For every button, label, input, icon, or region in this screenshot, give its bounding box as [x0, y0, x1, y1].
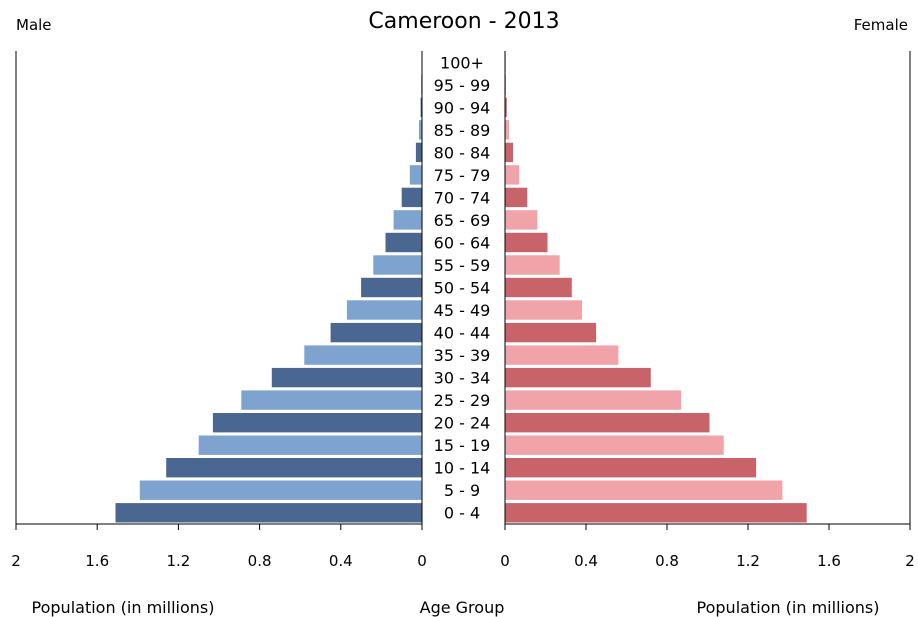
age-group-label: 85 - 89 [434, 121, 491, 140]
age-group-label: 75 - 79 [434, 166, 491, 185]
male-bar-50-54 [361, 277, 422, 298]
male-x-axis: 0 0.4 0.8 1.2 1.6 2 [11, 524, 427, 570]
female-bar-25-29 [505, 390, 682, 410]
female-x-tick-label: 1.2 [736, 552, 760, 570]
female-x-tick-label: 2 [905, 552, 915, 570]
female-x-axis-title: Population (in millions) [697, 598, 880, 617]
male-bar-70-74 [401, 187, 422, 208]
male-x-tick-label: 0.4 [329, 552, 353, 570]
male-bar-25-29 [241, 390, 422, 410]
age-group-label: 35 - 39 [434, 346, 491, 365]
age-group-label: 80 - 84 [434, 143, 491, 162]
age-group-label: 20 - 24 [434, 414, 491, 433]
female-bar-75-79 [505, 165, 520, 185]
male-x-tick-label: 0.8 [248, 552, 272, 570]
female-label: Female [854, 16, 908, 34]
age-group-label: 40 - 44 [434, 324, 491, 343]
age-group-labels: 0 - 4 5 - 9 10 - 14 15 - 19 20 - 24 25 - 29 30… [434, 53, 491, 522]
female-bar-40-44 [505, 322, 597, 343]
age-group-label: 90 - 94 [434, 98, 491, 117]
male-bar-5-9 [139, 480, 423, 500]
age-group-label: 60 - 64 [434, 234, 491, 253]
female-bar-15-19 [505, 435, 724, 455]
female-x-tick-label: 0 [500, 552, 510, 570]
age-group-label: 30 - 34 [434, 369, 491, 388]
age-group-label: 25 - 29 [434, 391, 491, 410]
age-group-label: 95 - 99 [434, 76, 491, 95]
male-x-axis-title: Population (in millions) [32, 598, 215, 617]
age-group-label: 45 - 49 [434, 301, 491, 320]
male-x-tick-label: 0 [417, 552, 427, 570]
female-panel-frame [504, 51, 911, 525]
male-x-tick-label: 2 [11, 552, 21, 570]
female-bar-80-84 [505, 142, 514, 163]
female-bar-0-4 [505, 503, 807, 523]
age-group-label: 100+ [440, 53, 484, 72]
age-group-label: 55 - 59 [434, 256, 491, 275]
male-bar-15-19 [198, 435, 422, 455]
male-bar-75-79 [409, 165, 422, 185]
male-bars-group [15, 51, 423, 525]
male-bar-60-64 [385, 232, 422, 253]
age-group-axis-title: Age Group [420, 598, 505, 617]
age-group-label: 10 - 14 [434, 459, 491, 478]
male-bar-85-89 [419, 120, 422, 140]
age-group-label: 5 - 9 [444, 481, 480, 500]
female-bar-55-59 [505, 255, 560, 275]
female-x-tick-label: 1.6 [817, 552, 841, 570]
age-group-label: 70 - 74 [434, 188, 491, 207]
male-bar-80-84 [415, 142, 422, 163]
female-bar-85-89 [505, 120, 509, 140]
male-bar-45-49 [346, 300, 422, 320]
age-group-label: 65 - 69 [434, 211, 491, 230]
male-bar-40-44 [330, 322, 422, 343]
female-x-tick-label: 0.4 [574, 552, 598, 570]
female-bar-10-14 [505, 458, 757, 478]
male-bar-10-14 [166, 458, 422, 478]
female-bar-45-49 [505, 300, 582, 320]
male-bar-55-59 [373, 255, 422, 275]
age-group-label: 50 - 54 [434, 279, 491, 298]
female-bars-group [504, 51, 911, 525]
female-bar-5-9 [505, 480, 783, 500]
male-bar-35-39 [304, 345, 422, 365]
female-bar-65-69 [505, 210, 538, 230]
female-bar-70-74 [505, 187, 528, 208]
female-bar-50-54 [505, 277, 572, 298]
age-group-label: 0 - 4 [444, 504, 480, 523]
male-x-tick-label: 1.2 [166, 552, 190, 570]
male-bar-20-24 [212, 413, 422, 433]
male-bar-90-94 [420, 97, 422, 117]
age-group-label: 15 - 19 [434, 436, 491, 455]
male-bar-30-34 [271, 367, 422, 388]
female-x-axis: 0 0.4 0.8 1.2 1.6 2 [500, 524, 915, 570]
female-bar-35-39 [505, 345, 619, 365]
male-bar-0-4 [115, 503, 422, 523]
male-panel-frame [15, 51, 423, 525]
female-bar-60-64 [505, 232, 548, 253]
female-bar-30-34 [505, 367, 651, 388]
male-label: Male [16, 16, 52, 34]
female-bar-90-94 [505, 97, 507, 117]
female-x-tick-label: 0.8 [655, 552, 679, 570]
male-bar-65-69 [393, 210, 422, 230]
chart-title: Cameroon - 2013 [368, 9, 559, 34]
female-bar-20-24 [505, 413, 710, 433]
male-x-tick-label: 1.6 [85, 552, 109, 570]
